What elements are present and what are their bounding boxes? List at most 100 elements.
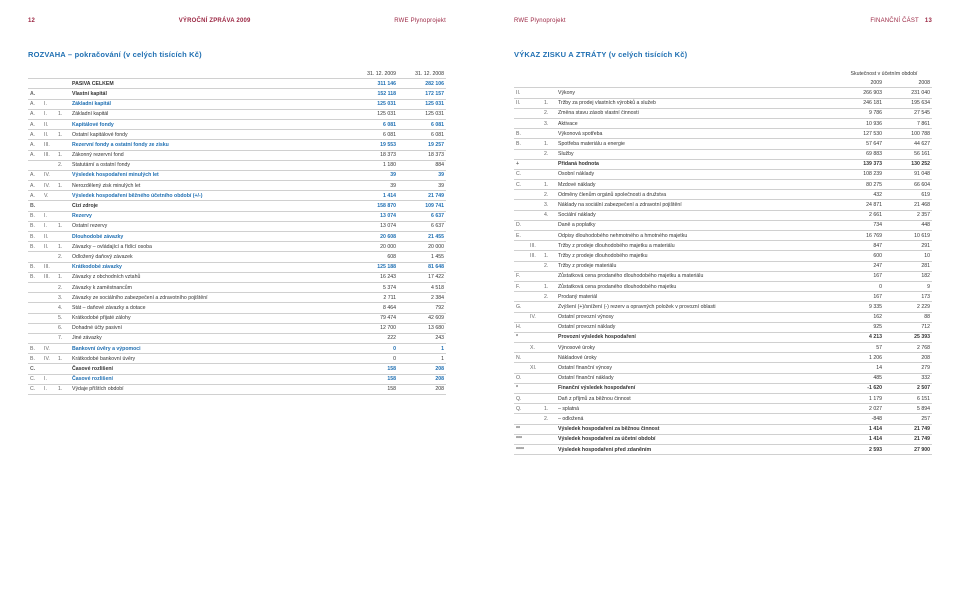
row-code <box>542 394 556 404</box>
row-code: II. <box>42 119 56 129</box>
table-row: A.I.1.Základní kapitál125 031125 031 <box>28 109 446 119</box>
col-header-2008-r: 2008 <box>884 78 932 88</box>
row-label: Výsledek hospodaření před zdaněním <box>556 444 836 454</box>
row-value: 291 <box>884 241 932 251</box>
row-label: Bankovní úvěry a výpomoci <box>70 344 350 354</box>
row-value: 9 <box>884 281 932 291</box>
table-row: 2.Závazky k zaměstnancům5 3744 518 <box>28 282 446 292</box>
row-code: III. <box>528 241 542 251</box>
row-code <box>514 414 528 424</box>
row-code <box>542 220 556 230</box>
row-label: Nerozdělený zisk minulých let <box>70 181 350 191</box>
row-label: Sociální náklady <box>556 210 836 220</box>
row-value: 208 <box>398 374 446 384</box>
row-value: 195 634 <box>884 98 932 108</box>
row-code: C. <box>28 384 42 394</box>
row-label: Zůstatková cena prodaného dlouhodobého m… <box>556 271 836 281</box>
row-code: C. <box>514 180 528 190</box>
row-value: 19 257 <box>398 140 446 150</box>
row-value: 246 181 <box>836 98 884 108</box>
table-row: II.Výkony266 903231 040 <box>514 88 932 98</box>
row-value: 5 374 <box>350 282 398 292</box>
row-code: I. <box>42 374 56 384</box>
table-row: 2.Změna stavu zásob vlastní činnosti9 78… <box>514 108 932 118</box>
row-code: * <box>514 332 528 342</box>
table-row: B.III.1.Závazky z obchodních vztahů16 24… <box>28 272 446 282</box>
row-code <box>528 180 542 190</box>
row-code <box>42 333 56 343</box>
row-code: N. <box>514 353 528 363</box>
row-code: A. <box>28 181 42 191</box>
row-value: 847 <box>836 241 884 251</box>
row-value: 1 455 <box>398 252 446 262</box>
row-value: 1 <box>398 344 446 354</box>
row-label: – splatná <box>556 404 836 414</box>
report-title: VÝROČNÍ ZPRÁVA 2009 <box>179 18 251 24</box>
row-code: A. <box>28 150 42 160</box>
row-code: 7. <box>56 333 70 343</box>
row-value: 39 <box>398 170 446 180</box>
row-value: 6 081 <box>398 119 446 129</box>
table-row: X.Výnosové úroky572 768 <box>514 343 932 353</box>
row-code <box>56 191 70 201</box>
row-label: Ostatní kapitálové fondy <box>70 130 350 140</box>
row-label: Základní kapitál <box>70 99 350 109</box>
row-code <box>542 159 556 169</box>
row-value: 139 373 <box>836 159 884 169</box>
row-label: Tržby z prodeje materiálu <box>556 261 836 271</box>
row-code: A. <box>28 119 42 129</box>
row-code: C. <box>514 169 528 179</box>
table-row: B.III.Krátkodobé závazky125 18881 648 <box>28 262 446 272</box>
row-code: I. <box>42 99 56 109</box>
row-label: Výkonová spotřeba <box>556 129 836 139</box>
table-row: 7.Jiné závazky222243 <box>28 333 446 343</box>
row-value: 712 <box>884 322 932 332</box>
row-value: 44 627 <box>884 139 932 149</box>
row-value: 792 <box>398 303 446 313</box>
row-value: 13 074 <box>350 211 398 221</box>
row-code <box>528 210 542 220</box>
row-code <box>542 332 556 342</box>
row-value: 2 357 <box>884 210 932 220</box>
row-code: 3. <box>542 200 556 210</box>
table-row: N.Nákladové úroky1 206208 <box>514 353 932 363</box>
row-code: 2. <box>542 292 556 302</box>
row-code: IV. <box>42 344 56 354</box>
row-value: 2 027 <box>836 404 884 414</box>
table-row: A.V.Výsledek hospodaření běžného účetníh… <box>28 191 446 201</box>
row-label: Stát – daňové závazky a dotace <box>70 303 350 313</box>
company-name-left: RWE Plynoprojekt <box>394 18 446 24</box>
row-value: 6 081 <box>350 130 398 140</box>
row-value: 16 769 <box>836 231 884 241</box>
table-row: F.Zůstatková cena prodaného dlouhodobého… <box>514 271 932 281</box>
row-code: III. <box>42 262 56 272</box>
row-code: X. <box>528 343 542 353</box>
row-code <box>542 312 556 322</box>
row-code: III. <box>528 251 542 261</box>
row-value: 0 <box>350 344 398 354</box>
row-value: 279 <box>884 363 932 373</box>
row-value: 108 239 <box>836 169 884 179</box>
row-value: 158 <box>350 364 398 374</box>
row-value: 884 <box>398 160 446 170</box>
table-row: 3.Aktivace10 9367 861 <box>514 118 932 128</box>
table-row: F.1.Zůstatková cena prodaného dlouhodobé… <box>514 281 932 291</box>
row-value: 281 <box>884 261 932 271</box>
row-code <box>528 394 542 404</box>
table-row: XI.Ostatní finanční výnosy14279 <box>514 363 932 373</box>
row-code <box>56 344 70 354</box>
row-code: 1. <box>542 180 556 190</box>
row-code <box>528 231 542 241</box>
row-code: G. <box>514 302 528 312</box>
table-row: B.Výkonová spotřeba127 530100 788 <box>514 129 932 139</box>
row-label: Jiné závazky <box>70 333 350 343</box>
row-code <box>56 119 70 129</box>
row-value: 167 <box>836 292 884 302</box>
row-value: 10 619 <box>884 231 932 241</box>
row-label: Cizí zdroje <box>70 201 350 211</box>
row-label: Zůstatková cena prodaného dlouhodobého m… <box>556 281 836 291</box>
super-header: Skutečnost v účetním období <box>836 69 932 78</box>
row-value: 332 <box>884 373 932 383</box>
row-value: 2 768 <box>884 343 932 353</box>
row-label: Ostatní finanční výnosy <box>556 363 836 373</box>
